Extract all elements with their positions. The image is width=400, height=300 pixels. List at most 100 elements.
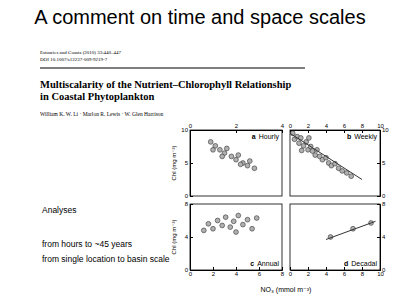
point: [218, 147, 223, 152]
fit-line: [326, 221, 376, 239]
x-tick-label: 2: [235, 123, 239, 129]
point: [215, 218, 220, 223]
x-axis: 0246810: [289, 267, 385, 277]
y-axis: 0510: [377, 127, 389, 199]
y-tick: 8: [185, 201, 193, 207]
x-tick-label: 4: [235, 271, 239, 277]
note: Analyses: [42, 205, 77, 215]
y-axis-title: Chl (mg m⁻³): [171, 146, 177, 181]
paper-title: Multiscalarity of the Nutrient–Chlorophy…: [40, 79, 291, 90]
x-tick-mark: [236, 130, 237, 133]
x-tick-label: 6: [343, 271, 347, 277]
y-tick: 0: [185, 267, 193, 273]
point: [234, 230, 239, 235]
x-tick: 8: [361, 267, 365, 277]
x-tick: 6: [343, 123, 347, 133]
paper-title: in Coastal Phytoplankton: [40, 91, 155, 102]
point: [206, 221, 211, 226]
x-tick-label: 0: [189, 123, 193, 129]
y-axis-title: Chl (mg m⁻³): [171, 220, 177, 255]
x-tick: 8: [281, 267, 285, 277]
point: [208, 139, 213, 144]
x-tick-mark: [290, 267, 291, 270]
x-tick: 8: [361, 123, 365, 133]
citation: DOI 10.1007/s12237-009-9219-7: [40, 57, 108, 62]
point: [229, 154, 234, 159]
x-tick-label: 8: [281, 271, 285, 277]
point: [231, 219, 236, 224]
panel-label: cAnnual: [250, 260, 279, 267]
y-tick-label: 8: [382, 201, 386, 207]
panel-title: Annual: [257, 260, 279, 267]
panel-label: aHourly: [252, 133, 280, 141]
y-tick: 4: [377, 234, 386, 240]
panel: 02468100510bWeekly: [289, 123, 390, 199]
x-tick-mark: [282, 130, 283, 133]
x-tick-label: 4: [281, 123, 285, 129]
y-tick-label: 0: [382, 193, 386, 199]
plot-frame: [190, 130, 282, 196]
plot-frame: [190, 204, 282, 270]
y-tick-mark: [190, 163, 193, 164]
x-tick-mark: [344, 130, 345, 133]
y-axis: 0 4 8: [377, 201, 386, 273]
y-tick: 5: [185, 160, 193, 166]
x-tick: 6: [258, 267, 262, 277]
y-tick-mark: [377, 204, 380, 205]
note: from hours to ~45 years: [42, 239, 132, 249]
x-tick-mark: [326, 130, 327, 133]
point: [211, 226, 216, 231]
panel-label: dDecadal: [344, 260, 377, 267]
point: [224, 146, 229, 151]
y-tick-label: 5: [185, 160, 189, 166]
x-tick: 0: [289, 267, 293, 277]
panel-label: bWeekly: [347, 133, 378, 141]
panel-letter: d: [344, 260, 348, 267]
point: [250, 226, 255, 231]
y-axis-line: [377, 131, 381, 197]
x-tick-mark: [362, 267, 363, 270]
y-tick-mark: [190, 130, 193, 131]
y-tick: 4: [185, 234, 193, 240]
x-tick-label: 0: [289, 271, 293, 277]
x-tick-mark: [326, 267, 327, 270]
x-tick: 6: [343, 267, 347, 277]
y-tick-mark: [377, 130, 380, 131]
y-axis: 0 4 8: [185, 201, 193, 273]
panel-letter: a: [252, 133, 256, 140]
panel: 0246810048dDecadal: [289, 201, 386, 277]
x-tick-label: 8: [361, 271, 365, 277]
note: from single location to basin scale: [42, 254, 170, 264]
point: [297, 141, 302, 146]
point: [245, 217, 250, 222]
point: [238, 162, 243, 167]
y-tick: 10: [181, 127, 193, 133]
y-tick-label: 0: [185, 267, 189, 273]
y-tick: 10: [377, 127, 389, 133]
y-tick-label: 4: [185, 234, 189, 240]
point: [247, 159, 252, 164]
panel-title: Decadal: [351, 260, 377, 267]
y-tick-mark: [190, 196, 193, 197]
y-tick-label: 0: [382, 267, 386, 273]
x-tick: 4: [325, 123, 329, 133]
x-axis: 0 2 4: [189, 123, 285, 133]
x-tick-label: 0: [289, 123, 293, 129]
y-tick-label: 4: [382, 234, 386, 240]
y-tick: 0: [377, 193, 386, 199]
x-tick-label: 0: [189, 271, 193, 277]
x-tick-label: 4: [325, 123, 329, 129]
plot-frame: [290, 204, 380, 270]
x-tick-label: 8: [361, 123, 365, 129]
marks: [290, 131, 362, 180]
point: [245, 163, 250, 168]
y-tick-label: 10: [181, 127, 188, 133]
x-tick-mark: [308, 267, 309, 270]
point: [220, 154, 225, 159]
x-tick-label: 2: [307, 271, 311, 277]
point: [252, 166, 257, 171]
point: [313, 153, 318, 158]
separator: [40, 67, 305, 68]
y-tick-mark: [190, 237, 193, 238]
x-axis-line: [291, 267, 381, 271]
